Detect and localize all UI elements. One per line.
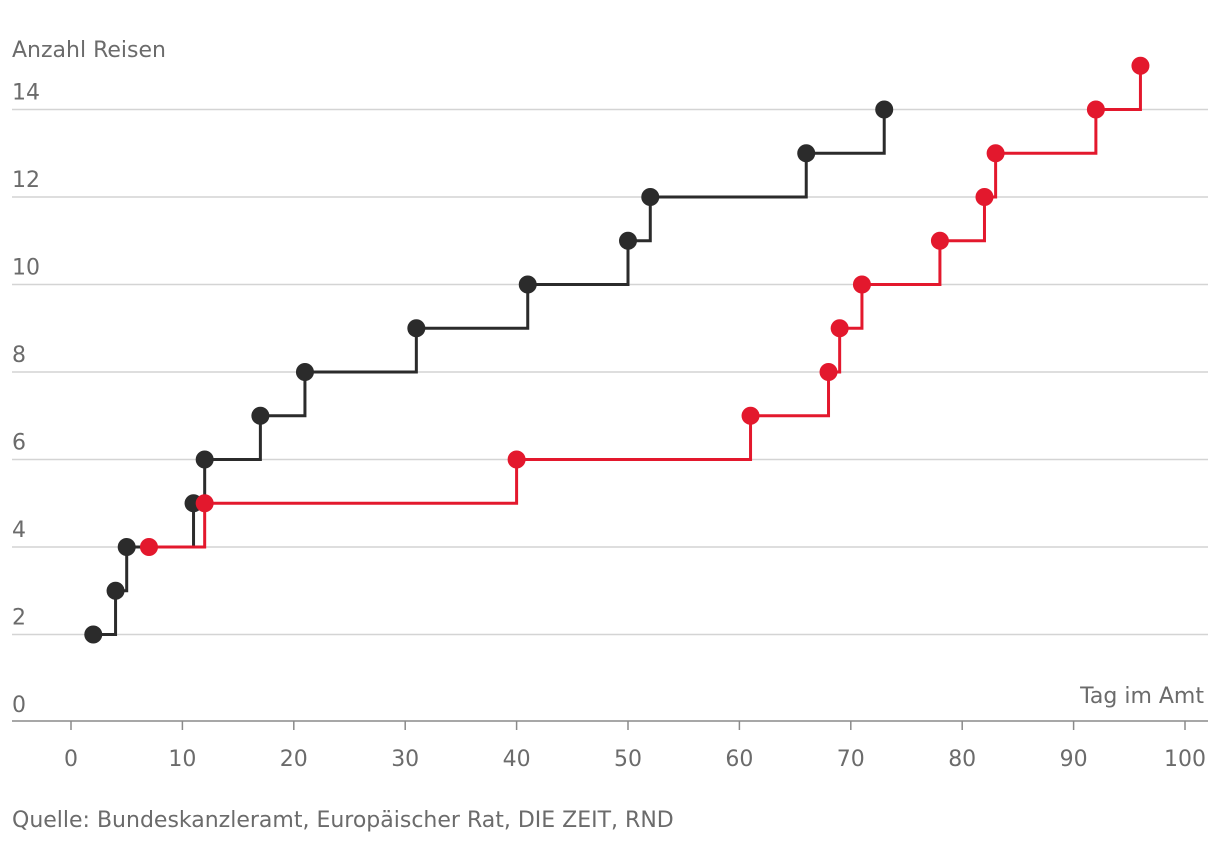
point-rot-7-4: [139, 538, 158, 556]
point-rot-78-11: [930, 231, 949, 250]
y-tick-label-12: 12: [12, 168, 40, 193]
x-tick-label-60: 60: [725, 747, 753, 772]
x-tick-label-100: 100: [1164, 747, 1206, 772]
point-rot-83-13: [986, 144, 1005, 163]
x-tick-label-90: 90: [1060, 747, 1088, 772]
point-schwarz-21-8: [295, 363, 314, 381]
point-rot-92-14: [1086, 100, 1105, 119]
point-schwarz-31-9: [407, 319, 426, 338]
x-axis-label: Tag im Amt: [1079, 684, 1204, 709]
x-tick-label-80: 80: [948, 747, 976, 772]
point-rot-61-7: [741, 406, 760, 425]
point-rot-68-8: [819, 363, 838, 381]
x-tick-label-20: 20: [280, 747, 308, 772]
y-axis-label: Anzahl Reisen: [12, 38, 166, 63]
y-tick-label-2: 2: [12, 606, 26, 631]
point-rot-71-10: [852, 275, 871, 294]
grid-lines: [12, 108, 1208, 636]
x-tick-label-40: 40: [503, 747, 531, 772]
series-layer: [84, 56, 1150, 644]
y-tick-label-10: 10: [12, 256, 40, 281]
y-tick-label-14: 14: [12, 81, 40, 106]
point-schwarz-2-2: [84, 625, 103, 644]
x-tick-labels: 0 10 20 30 40 50 60 70 80 90 100: [64, 721, 1206, 772]
point-schwarz-17-7: [251, 406, 270, 425]
series-line-rot: [148, 65, 1142, 549]
point-schwarz-50-11: [619, 231, 637, 250]
x-tick-label-0: 0: [64, 747, 78, 772]
point-schwarz-66-13: [797, 144, 816, 163]
x-tick-label-50: 50: [614, 747, 642, 772]
y-tick-label-8: 8: [12, 343, 26, 368]
y-tick-label-0: 0: [12, 693, 26, 718]
point-schwarz-12-6: [195, 450, 214, 469]
y-tick-label-6: 6: [12, 431, 26, 456]
x-tick-label-70: 70: [837, 747, 865, 772]
point-rot-12-5: [195, 494, 214, 513]
point-rot-40-6: [507, 450, 526, 469]
x-tick-label-30: 30: [391, 747, 419, 772]
point-rot-69-9: [830, 319, 849, 338]
y-tick-labels: 0 2 4 6 8 10 12 14: [12, 81, 40, 719]
y-tick-label-4: 4: [12, 518, 26, 543]
point-schwarz-41-10: [518, 275, 537, 294]
point-schwarz-4-3: [106, 581, 125, 600]
point-schwarz-5-4: [117, 538, 136, 556]
point-schwarz-73-14: [875, 100, 894, 119]
x-tick-label-10: 10: [168, 747, 196, 772]
source-note: Quelle: Bundeskanzleramt, Europäischer R…: [12, 808, 674, 833]
point-schwarz-52-12: [641, 188, 660, 206]
point-rot-82-12: [975, 188, 994, 206]
point-rot-96-15: [1131, 56, 1150, 75]
